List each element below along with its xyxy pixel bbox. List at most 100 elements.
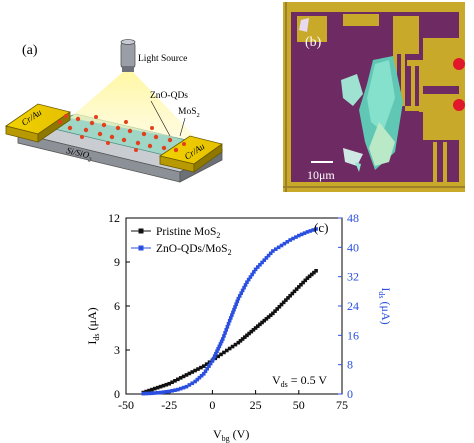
pristine-data-point	[294, 287, 299, 291]
zno-data-point	[190, 381, 195, 386]
zno-data-point	[173, 388, 177, 393]
zno-data-point	[297, 233, 301, 238]
y-right-axis-ticks: 0 8 16 24 32 40 48	[338, 211, 359, 401]
pristine-data-point	[201, 364, 206, 368]
legend-marker-zno	[138, 245, 144, 251]
light-beam	[70, 72, 200, 142]
pristine-data-point	[161, 383, 166, 388]
zno-data-point	[181, 385, 186, 390]
zno-data-point	[302, 231, 307, 235]
pristine-data-point	[199, 365, 203, 370]
zno-data-point	[234, 302, 238, 306]
zno-data-point	[224, 328, 229, 332]
pristine-data-point	[290, 291, 295, 296]
y-right-tick-label: 32	[347, 270, 359, 284]
pristine-data-point	[190, 370, 195, 374]
pristine-data-point	[240, 337, 245, 341]
scale-bar-label: 10μm	[307, 168, 335, 182]
panel-a-schematic: (a) Light Source ZnO-QDs MoS2 Cr/Au Cr/A…	[5, 39, 224, 183]
zno-data-point	[147, 391, 151, 396]
legend: Pristine MoS2 ZnO-QDs/MoS2	[131, 226, 232, 257]
panel-b-micrograph: (b) 10μm	[283, 2, 465, 192]
zno-data-point	[266, 253, 271, 258]
zno-data-point	[236, 296, 241, 301]
zno-data-point	[246, 277, 251, 282]
zno-data-point	[203, 369, 208, 374]
pristine-data-point	[236, 340, 241, 345]
y-right-tick-label: 48	[347, 211, 359, 225]
zno-data-point	[285, 240, 290, 244]
zno-data-point	[215, 349, 219, 354]
pristine-data-point	[297, 285, 301, 289]
pristine-data-point	[305, 276, 310, 280]
zno-data-point	[207, 364, 211, 368]
pristine-data-point	[204, 362, 209, 366]
pristine-data-point	[222, 350, 226, 355]
y-right-tick-label: 40	[347, 240, 359, 254]
zno-data-point	[214, 351, 218, 356]
zno-data-point	[219, 339, 224, 344]
pristine-data-point	[255, 324, 260, 328]
panel-c-label: (c)	[314, 220, 328, 235]
pristine-data-point	[271, 311, 275, 316]
zno-data-point	[260, 260, 264, 265]
pristine-data-point	[147, 388, 151, 393]
zno-data-point	[205, 366, 210, 371]
x-tick-label: -25	[161, 398, 177, 412]
pristine-data-point	[167, 381, 171, 386]
zno-data-point	[314, 227, 318, 231]
pristine-data-point	[153, 386, 157, 391]
zno-data-point	[291, 236, 295, 241]
pristine-data-point	[243, 335, 247, 339]
zno-data-point	[305, 230, 310, 234]
legend-marker-pristine	[138, 228, 144, 234]
pristine-data-point	[303, 278, 308, 283]
zno-data-point	[235, 299, 240, 304]
pristine-data-point	[292, 289, 297, 294]
zno-data-point	[187, 383, 192, 387]
pristine-data-point	[299, 282, 303, 287]
zno-data-point	[288, 238, 292, 242]
zno-data-point	[220, 337, 225, 341]
zno-data-point	[240, 288, 245, 293]
zno-data-point	[208, 361, 213, 366]
zno-data-point	[164, 390, 169, 394]
zno-data-point	[255, 265, 260, 269]
y-left-tick-label: 9	[114, 255, 120, 269]
mos2-label: MoS2	[178, 107, 200, 119]
pristine-data-point	[184, 373, 189, 377]
pristine-data-point	[216, 354, 220, 359]
pristine-data-point	[176, 377, 180, 382]
zno-data-point	[282, 241, 287, 246]
pristine-data-point	[312, 270, 316, 275]
zno-data-point	[201, 372, 206, 376]
zno-data-point	[232, 307, 236, 312]
light-source-label: Light Source	[138, 54, 187, 64]
y-left-tick-label: 0	[114, 387, 120, 401]
pristine-data-point	[301, 280, 305, 285]
pristine-data-point	[187, 371, 192, 376]
zno-data-point	[170, 389, 174, 393]
pristine-data-point	[249, 329, 254, 334]
pristine-data-point	[219, 352, 223, 357]
pristine-data-point	[279, 302, 284, 307]
zno-data-point	[210, 359, 215, 363]
pristine-data-point	[225, 348, 229, 353]
zno-data-point	[311, 228, 315, 232]
zno-data-point	[243, 283, 248, 287]
pristine-data-point	[247, 331, 251, 336]
zno-data-point	[217, 344, 222, 349]
legend-label-pristine: Pristine MoS2	[156, 226, 220, 240]
electrode-left	[5, 103, 71, 143]
zno-data-point	[228, 316, 233, 320]
zno-data-point	[250, 272, 254, 277]
zno-data-point	[230, 313, 234, 317]
zno-data-point	[150, 391, 154, 396]
pristine-data-point	[144, 389, 148, 394]
series-group	[141, 227, 318, 396]
zno-data-point	[245, 280, 249, 284]
vds-annotation: Vds = 0.5 V	[272, 373, 327, 389]
x-axis-ticks: -50 -25 0 25 50 75	[118, 390, 348, 412]
pristine-data-point	[178, 376, 183, 380]
zno-data-point	[252, 270, 256, 274]
